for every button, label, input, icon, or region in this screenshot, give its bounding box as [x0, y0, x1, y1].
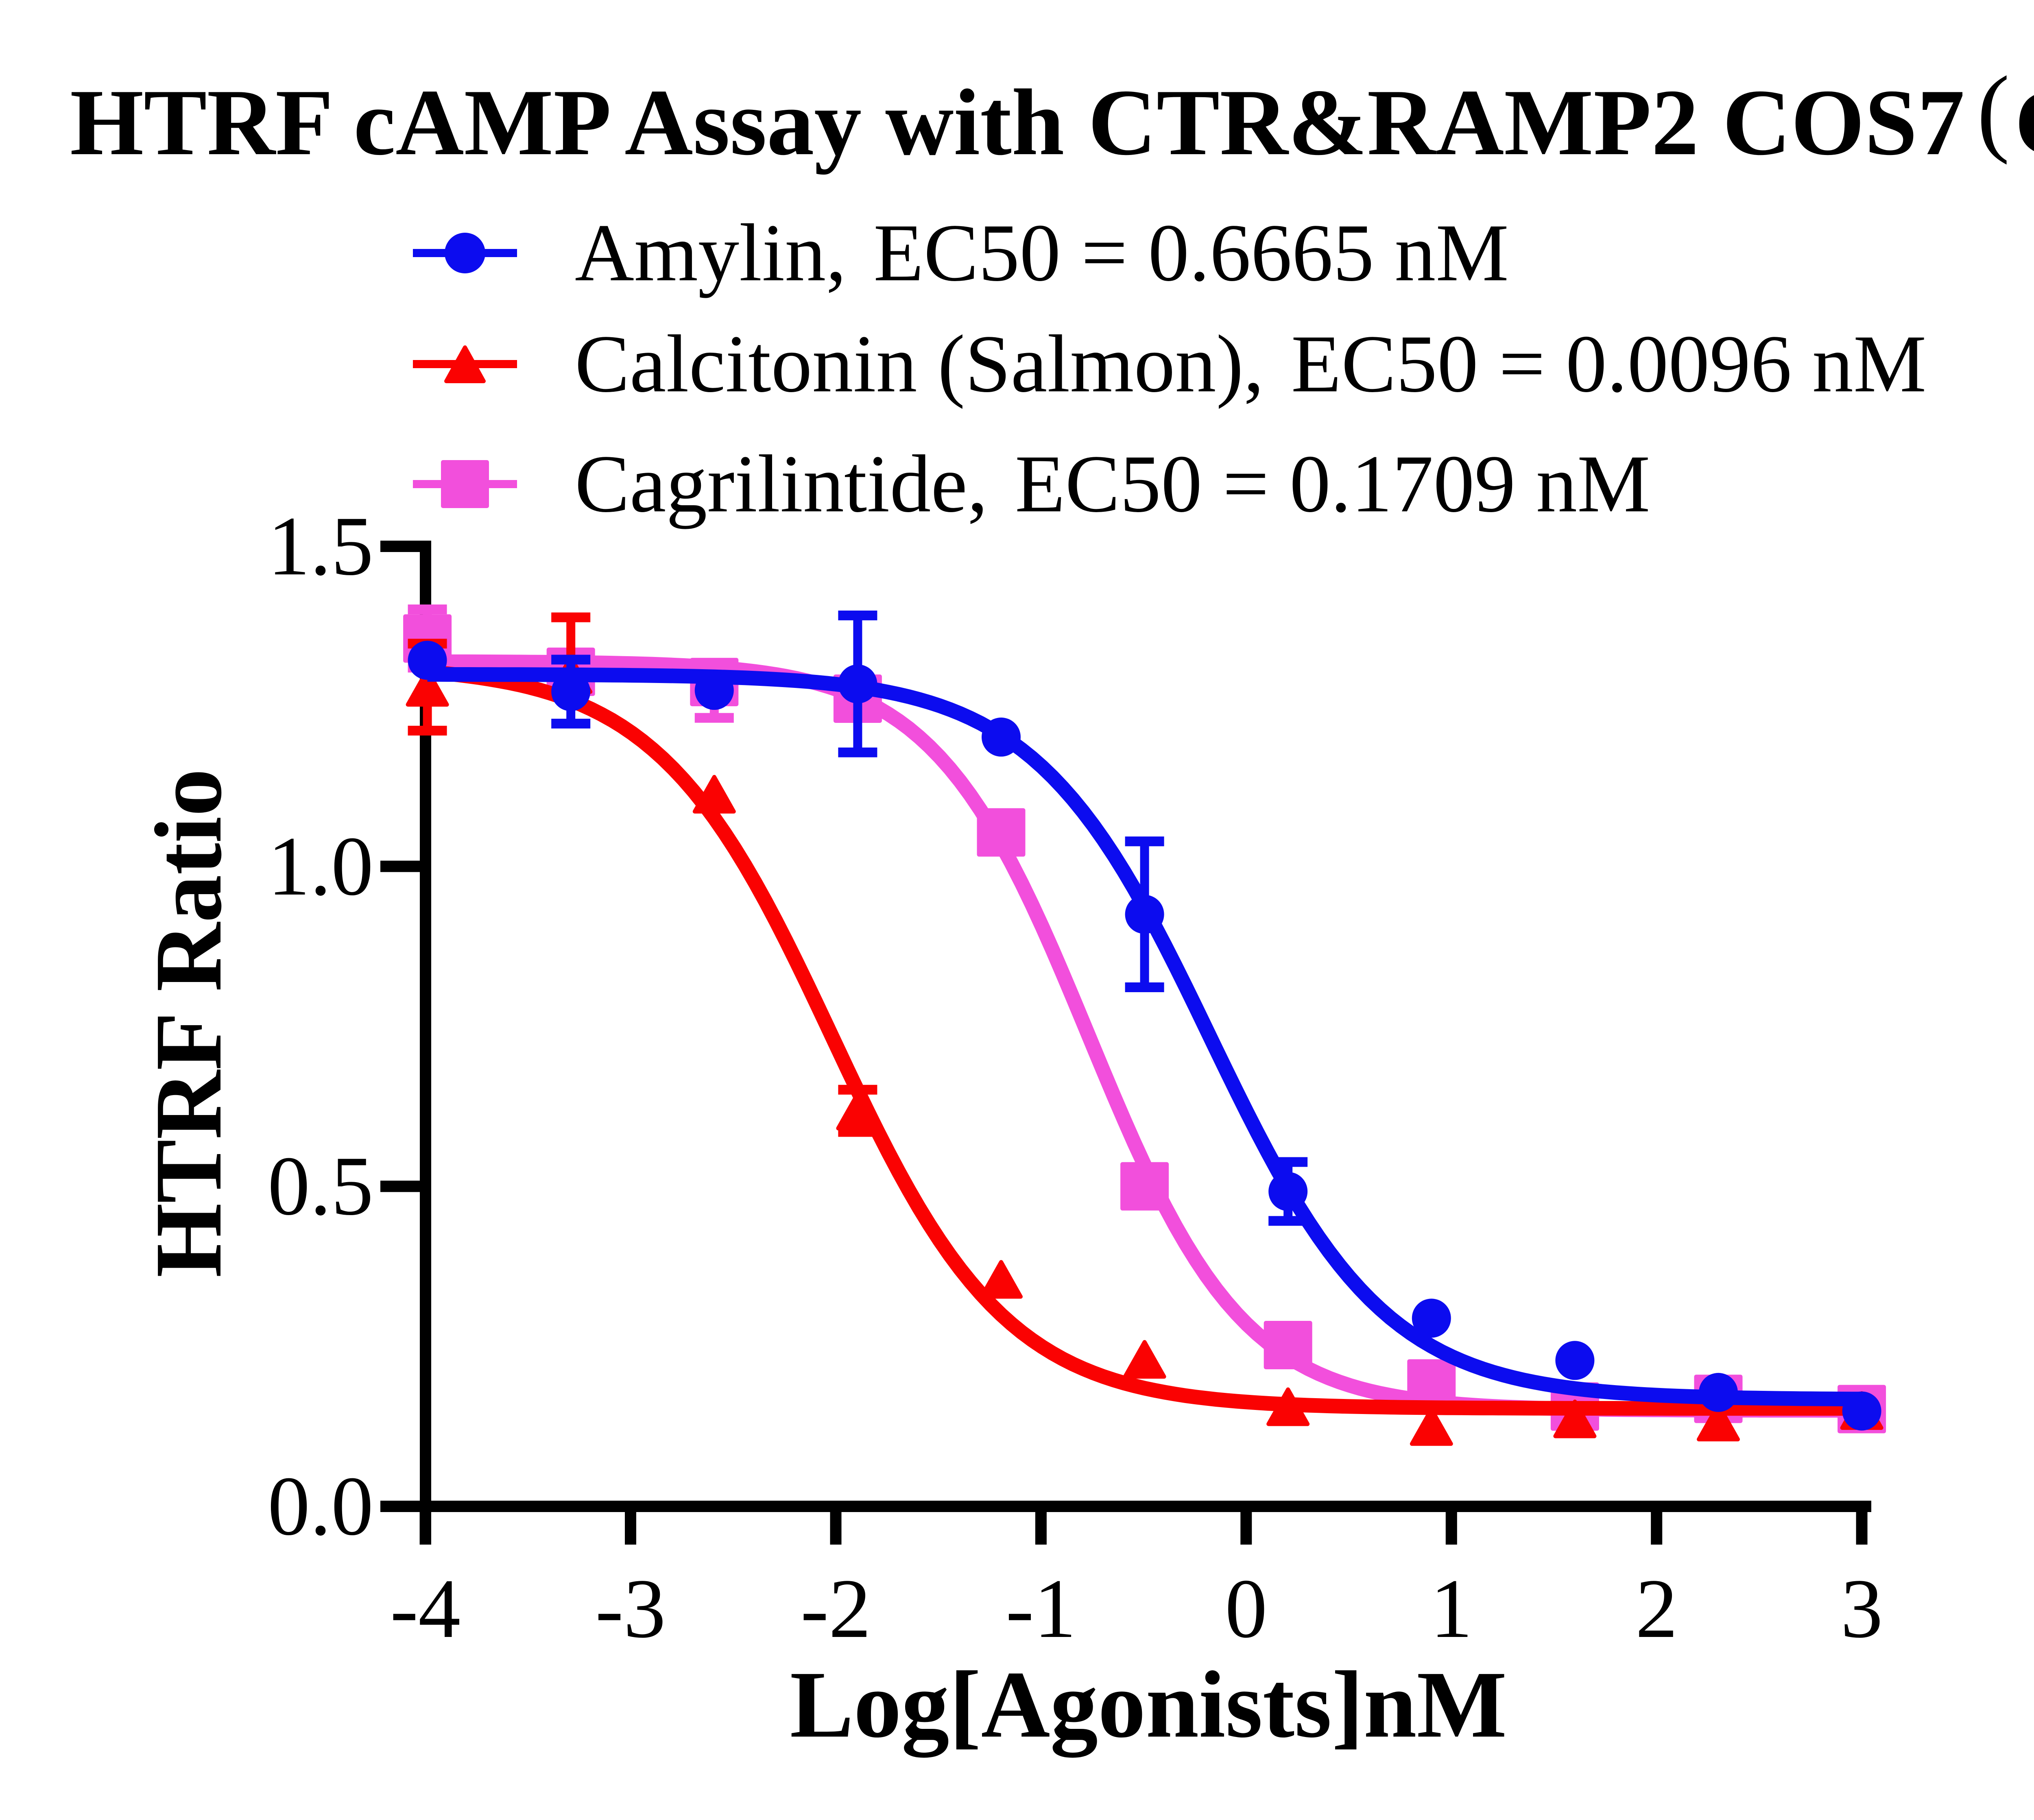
svg-text:Log[Agonists]nM: Log[Agonists]nM: [790, 1652, 1507, 1758]
svg-text:-1: -1: [1006, 1562, 1076, 1655]
svg-text:HTRF Ratio: HTRF Ratio: [135, 768, 241, 1277]
svg-text:HTRF cAMP Assay with CTR&RAMP2: HTRF cAMP Assay with CTR&RAMP2 COS7(C42): [70, 56, 2034, 175]
svg-text:-4: -4: [390, 1562, 460, 1655]
svg-text:0.5: 0.5: [268, 1139, 373, 1233]
svg-text:1: 1: [1430, 1562, 1473, 1655]
svg-text:0.0: 0.0: [268, 1459, 373, 1553]
svg-text:Amylin, EC50 = 0.6665 nM: Amylin, EC50 = 0.6665 nM: [575, 207, 1509, 298]
svg-text:3: 3: [1841, 1562, 1883, 1655]
svg-text:1.5: 1.5: [268, 499, 373, 593]
svg-text:-2: -2: [801, 1562, 871, 1655]
svg-text:-3: -3: [595, 1562, 666, 1655]
svg-text:2: 2: [1635, 1562, 1678, 1655]
svg-text:Cagrilintide, EC50 = 0.1709 nM: Cagrilintide, EC50 = 0.1709 nM: [575, 438, 1650, 529]
svg-text:1.0: 1.0: [268, 819, 373, 913]
svg-text:Calcitonin (Salmon), EC50 = 0.: Calcitonin (Salmon), EC50 = 0.0096 nM: [575, 318, 1926, 409]
svg-text:0: 0: [1225, 1562, 1267, 1655]
